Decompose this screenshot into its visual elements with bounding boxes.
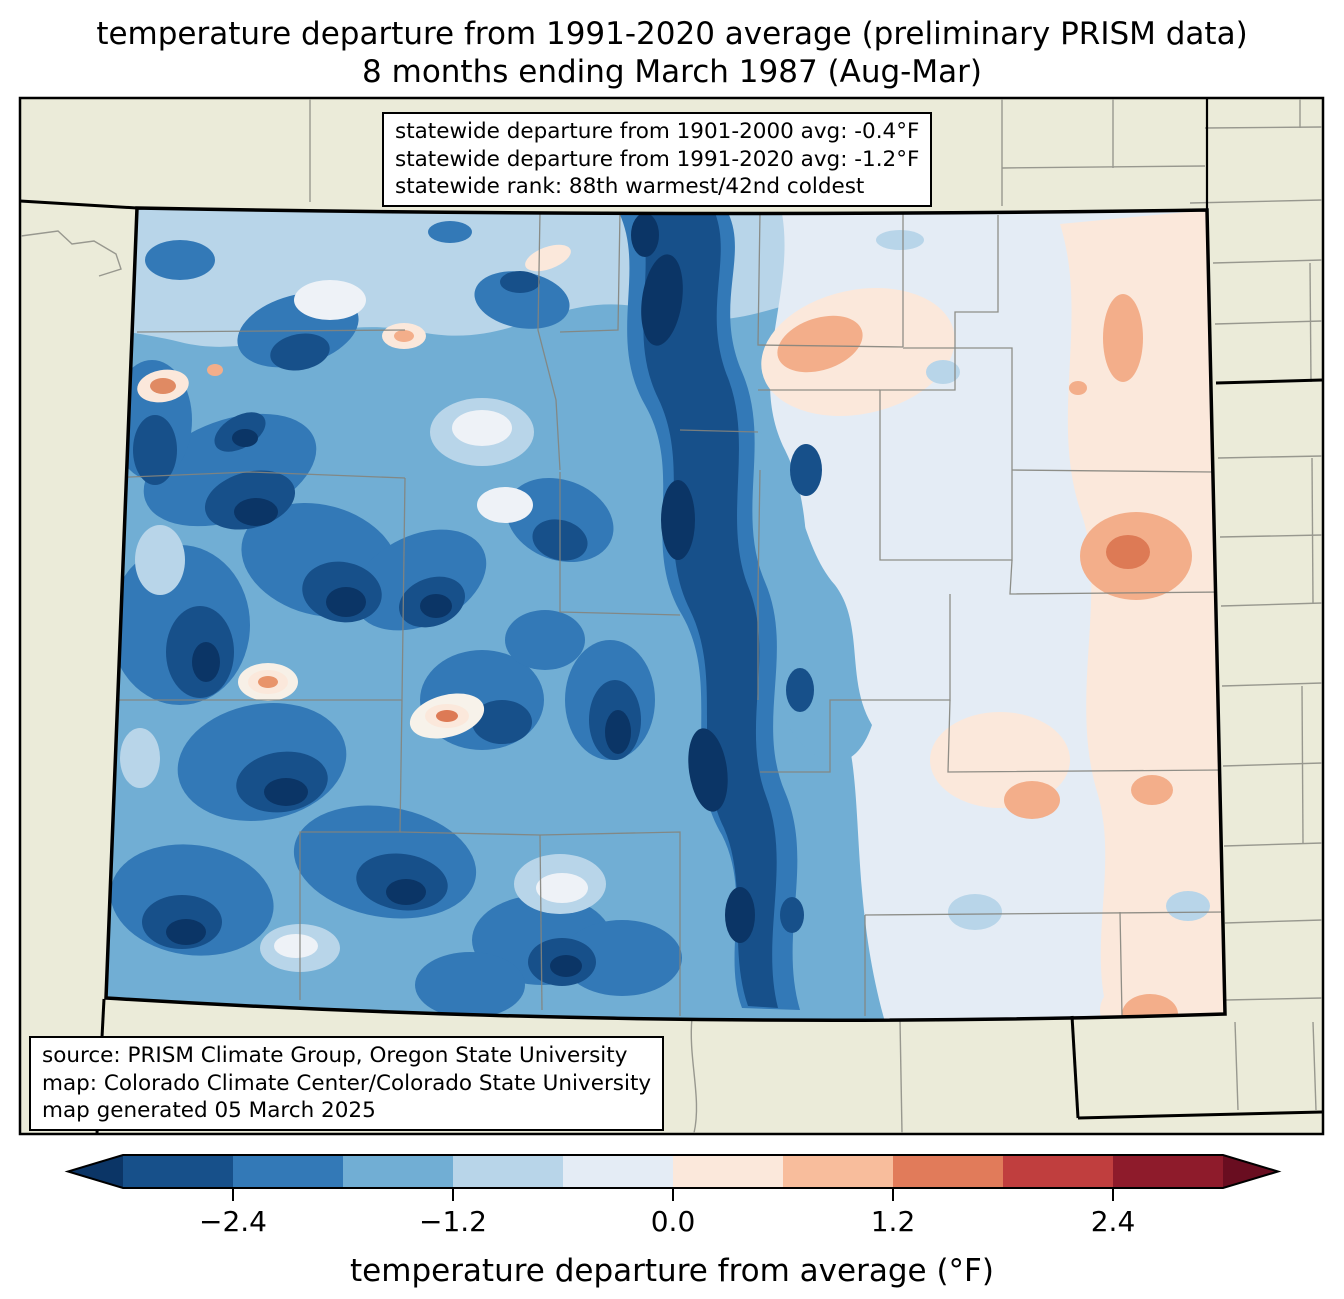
source-line-3: map generated 05 March 2025 — [42, 1098, 376, 1123]
source-line-1: source: PRISM Climate Group, Oregon Stat… — [42, 1043, 628, 1068]
colorbar-tick-4: 2.4 — [1091, 1205, 1136, 1238]
contour-fills — [106, 208, 1225, 1021]
figure-title-line1: temperature departure from 1991-2020 ave… — [96, 16, 1248, 52]
colorbar-tick-2: 0.0 — [651, 1205, 696, 1238]
neighbor-county-lines — [20, 99, 1323, 1134]
stats-line-1: statewide departure from 1901-2000 avg: … — [395, 119, 920, 144]
colorado-county-lines — [106, 211, 1225, 1017]
stats-line-2: statewide departure from 1991-2020 avg: … — [395, 146, 920, 172]
source-attribution-box: source: PRISM Climate Group, Oregon Stat… — [29, 1036, 665, 1131]
colorbar: −2.4 −1.2 0.0 1.2 2.4 temperature depart… — [64, 1154, 1282, 1289]
colorbar-label: temperature departure from average (°F) — [350, 1253, 994, 1289]
colorbar-tick-3: 1.2 — [871, 1205, 916, 1238]
colorbar-under-arrow — [68, 1155, 123, 1188]
colorbar-over-arrow — [1223, 1155, 1278, 1188]
source-line-2: map: Colorado Climate Center/Colorado St… — [42, 1070, 652, 1096]
colorbar-tick-0: −2.4 — [199, 1205, 267, 1238]
stats-line-3: statewide rank: 88th warmest/42nd coldes… — [395, 174, 865, 199]
statewide-stats-box: statewide departure from 1901-2000 avg: … — [382, 112, 933, 207]
figure-title-line2: 8 months ending March 1987 (Aug-Mar) — [362, 54, 982, 90]
colorado-border — [104, 206, 1227, 1022]
colorbar-tick-1: −1.2 — [419, 1205, 487, 1238]
